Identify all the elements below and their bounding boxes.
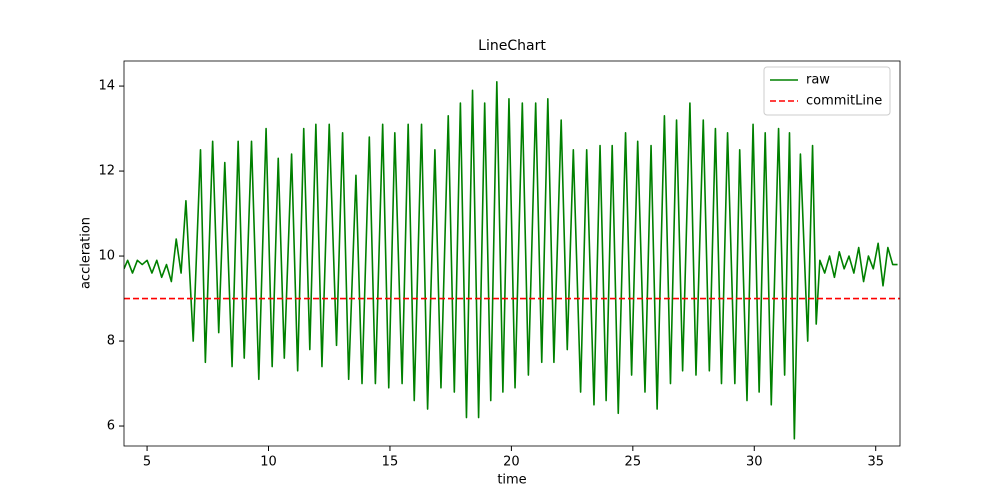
x-tick-label: 35: [867, 455, 884, 470]
legend: raw commitLine: [763, 66, 891, 116]
x-tick-label: 30: [746, 455, 763, 470]
x-tick-label: 25: [625, 455, 642, 470]
x-tick-label: 20: [503, 455, 520, 470]
legend-label: commitLine: [806, 94, 882, 109]
legend-label: raw: [806, 73, 830, 88]
y-axis-label: accleration: [79, 217, 94, 289]
chart-title: LineChart: [478, 38, 546, 54]
x-axis-label: time: [497, 473, 526, 488]
legend-box: [763, 66, 891, 116]
x-tick-label: 10: [260, 455, 277, 470]
line-series: [124, 81, 898, 440]
plot-frame: [123, 60, 901, 447]
y-tick-label: 6: [107, 419, 115, 434]
x-tick-label: 5: [143, 455, 151, 470]
y-tick-label: 10: [98, 249, 115, 264]
y-tick-label: 8: [107, 334, 115, 349]
x-tick-label: 15: [382, 455, 399, 470]
y-tick-label: 12: [98, 164, 115, 179]
y-tick-label: 14: [98, 79, 115, 94]
